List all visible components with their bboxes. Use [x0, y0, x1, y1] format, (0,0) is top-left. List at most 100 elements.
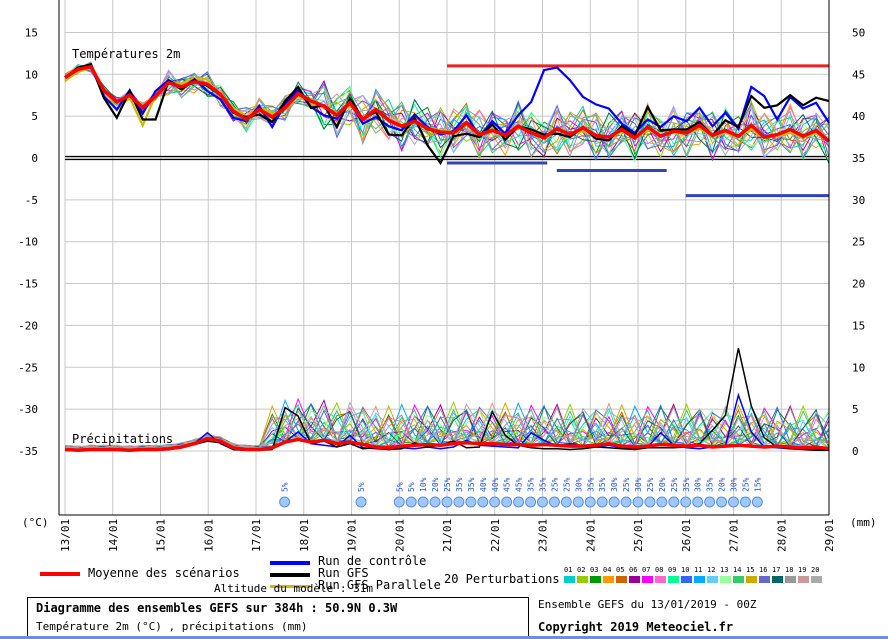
- perturbation-swatch: [629, 576, 640, 583]
- y-right-tick-label: 30: [852, 194, 865, 207]
- perturbation-number: 16: [759, 566, 768, 574]
- snow-prob-label: 45%: [515, 477, 524, 492]
- snow-flake: [441, 496, 453, 508]
- x-tick-label: 23/01: [537, 519, 550, 552]
- snow-prob-label: 5%: [407, 482, 416, 492]
- snow-flake: [477, 496, 489, 508]
- perturbation-swatch: [616, 576, 627, 583]
- y-left-tick-label: 5: [31, 110, 38, 123]
- legend-altitude-label: Altitude du modèle : 31m: [214, 582, 373, 595]
- perturbation-swatch: [811, 576, 822, 583]
- perturbation-swatch: [707, 576, 718, 583]
- perturbation-swatch: [655, 576, 666, 583]
- y-left-tick-label: -25: [18, 361, 38, 374]
- snow-prob-label: 30%: [730, 477, 739, 492]
- y-right-tick-label: 40: [852, 110, 865, 123]
- perturbation-swatch: [798, 576, 809, 583]
- x-tick-label: 19/01: [346, 519, 359, 552]
- snow-prob-label: 45%: [503, 477, 512, 492]
- perturbation-precip-line: [64, 401, 830, 450]
- snow-flake: [429, 496, 441, 508]
- snow-prob-label: 30%: [610, 477, 619, 492]
- perturbation-number: 11: [694, 566, 703, 574]
- snow-flake: [537, 496, 548, 508]
- y-right-tick-label: 5: [852, 403, 859, 416]
- snow-prob-label: 35%: [706, 477, 715, 492]
- snow-prob-label: 25%: [670, 477, 679, 492]
- snow-flake: [644, 496, 656, 508]
- snow-flake: [525, 496, 537, 508]
- snow-flake: [417, 496, 429, 508]
- series-temp-line: [64, 64, 831, 143]
- perturbation-swatch: [759, 576, 770, 583]
- x-tick-label: 20/01: [393, 519, 406, 552]
- snow-flake: [548, 496, 560, 508]
- snow-prob-label: 35%: [598, 477, 607, 492]
- ensemble-chart: 151050-5-10-15-20-25-30-3550454035302520…: [18, 0, 877, 552]
- snow-flake: [405, 496, 417, 508]
- perturbation-number: 14: [733, 566, 742, 574]
- perturbation-number: 15: [746, 566, 755, 574]
- snow-flake: [668, 496, 680, 508]
- legend-parallel-label: Run GFS Parallele: [318, 578, 441, 592]
- perturbation-swatch: [577, 576, 588, 583]
- x-tick-label: 26/01: [680, 519, 693, 552]
- perturbation-number: 02: [577, 566, 586, 574]
- legend-mean-label: Moyenne des scénarios: [88, 566, 240, 580]
- legend-mean-swatch: [40, 572, 80, 576]
- y-left-tick-label: -10: [18, 236, 38, 249]
- perturbation-number: 04: [603, 566, 612, 574]
- snow-prob-label: 35%: [527, 477, 536, 492]
- perturbation-number: 17: [772, 566, 781, 574]
- x-tick-label: 15/01: [155, 519, 168, 552]
- x-tick-label: 14/01: [107, 519, 120, 552]
- snow-flake: [501, 496, 513, 508]
- y-left-tick-label: -35: [18, 445, 38, 458]
- y-left-tick-label: 0: [31, 152, 38, 165]
- snow-flake: [355, 496, 367, 508]
- main-lines: [64, 62, 831, 453]
- snow-prob-label: 30%: [634, 477, 643, 492]
- snow-prob-label: 20%: [718, 477, 727, 492]
- perturbation-swatch: [733, 576, 744, 583]
- perturbation-precip-line: [64, 404, 830, 450]
- bottom-bar: [0, 636, 888, 639]
- x-tick-label: 24/01: [584, 519, 597, 552]
- perturbation-number: 01: [564, 566, 573, 574]
- snow-prob-label: 40%: [491, 477, 500, 492]
- snow-flake: [632, 496, 644, 508]
- perturbation-swatch: [681, 576, 692, 583]
- perturbation-number: 12: [707, 566, 716, 574]
- snow-flake: [692, 496, 704, 508]
- snow-flake: [572, 496, 584, 508]
- legend-control-swatch: [270, 561, 310, 565]
- snow-flake: [489, 496, 501, 508]
- perturbation-temp-line: [64, 66, 830, 158]
- snow-prob-label: 35%: [467, 477, 476, 492]
- perturbation-swatch: [785, 576, 796, 583]
- snow-probabilities: 5% 5% 5% 5% 10% 20% 25% 35% 35% 40% 40% 45% 45% 35% 35…: [279, 477, 763, 508]
- y-right-tick-label: 15: [852, 319, 865, 332]
- perturbation-number: 20: [811, 566, 820, 574]
- perturbation-swatch: [564, 576, 575, 583]
- perturbation-number: 03: [590, 566, 599, 574]
- snow-prob-label: 15%: [753, 477, 762, 492]
- snow-prob-label: 20%: [658, 477, 667, 492]
- legend-control-label: Run de contrôle: [318, 554, 427, 568]
- snow-prob-label: 35%: [586, 477, 595, 492]
- perturbation-swatch: [694, 576, 705, 583]
- snow-prob-label: 25%: [443, 477, 452, 492]
- footer-title: Diagramme des ensembles GEFS sur 384h : …: [36, 601, 398, 615]
- snow-prob-label: 25%: [622, 477, 631, 492]
- perturbation-number: 05: [616, 566, 625, 574]
- perturbation-number: 09: [668, 566, 677, 574]
- snow-flake: [620, 496, 632, 508]
- snow-flake: [728, 496, 739, 508]
- perturbation-swatch: [642, 576, 653, 583]
- perturbation-number: 07: [642, 566, 651, 574]
- precipitation-panel-label: Précipitations: [72, 432, 173, 446]
- y-left-tick-label: 15: [25, 26, 38, 39]
- perturbation-temp-line: [64, 63, 830, 159]
- series-precip-line: [64, 436, 830, 453]
- snow-flake: [704, 496, 716, 508]
